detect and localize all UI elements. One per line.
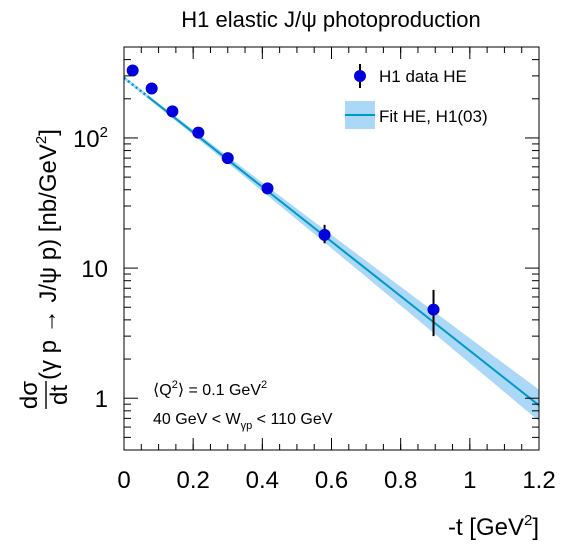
y-label-fraction-denominator: dt — [46, 385, 73, 405]
data-point — [145, 82, 158, 95]
x-tick-label: 0.6 — [315, 467, 348, 494]
data-point — [427, 303, 440, 316]
legend-marker-point — [354, 70, 366, 82]
plot-area — [123, 46, 540, 451]
x-tick-labels: 0 0.2 0.4 0.6 0.8 1 1.2 — [117, 467, 555, 494]
x-tick-label: 0.4 — [246, 467, 279, 494]
data-point — [221, 152, 234, 165]
legend-label-data: H1 data HE — [379, 67, 467, 86]
y-tick-labels: 1 10 102 — [73, 124, 108, 413]
y-axis-label: dσ dt (γ p → J/ψ p) [nb/GeV2] — [16, 129, 73, 409]
fit-line-extrapolated — [123, 76, 149, 98]
legend-label-fit: Fit HE, H1(03) — [379, 107, 488, 126]
annotation-w-range: 40 GeV < Wγp < 110 GeV — [153, 411, 333, 432]
annotation-q2: ⟨Q2⟩ = 0.1 GeV2 — [153, 379, 267, 399]
data-point — [166, 105, 179, 118]
chart-title: H1 elastic J/ψ photoproduction — [181, 7, 480, 32]
y-tick-marks — [124, 46, 539, 451]
data-point — [126, 64, 139, 77]
x-tick-label: 0 — [117, 467, 130, 494]
x-tick-marks — [123, 47, 540, 450]
x-axis-label: -t [GeV2] — [448, 512, 539, 541]
y-label-fraction-numerator: dσ — [16, 381, 43, 409]
fit-line — [147, 96, 540, 407]
x-tick-label: 0.8 — [384, 467, 417, 494]
data-point — [192, 126, 205, 139]
x-tick-label: 1.2 — [522, 467, 555, 494]
y-tick-label: 10 — [81, 256, 108, 283]
y-label-body: (γ p → J/ψ p) [nb/GeV2] — [33, 129, 62, 380]
legend: H1 data HE Fit HE, H1(03) — [345, 64, 488, 129]
data-point — [318, 228, 331, 241]
x-tick-label: 1 — [463, 467, 476, 494]
data-point — [261, 182, 274, 195]
fit-line-layer — [123, 76, 540, 407]
y-tick-label: 102 — [73, 124, 108, 153]
x-tick-label: 0.2 — [176, 467, 209, 494]
data-points-layer — [126, 64, 440, 337]
y-tick-label: 1 — [95, 386, 108, 413]
